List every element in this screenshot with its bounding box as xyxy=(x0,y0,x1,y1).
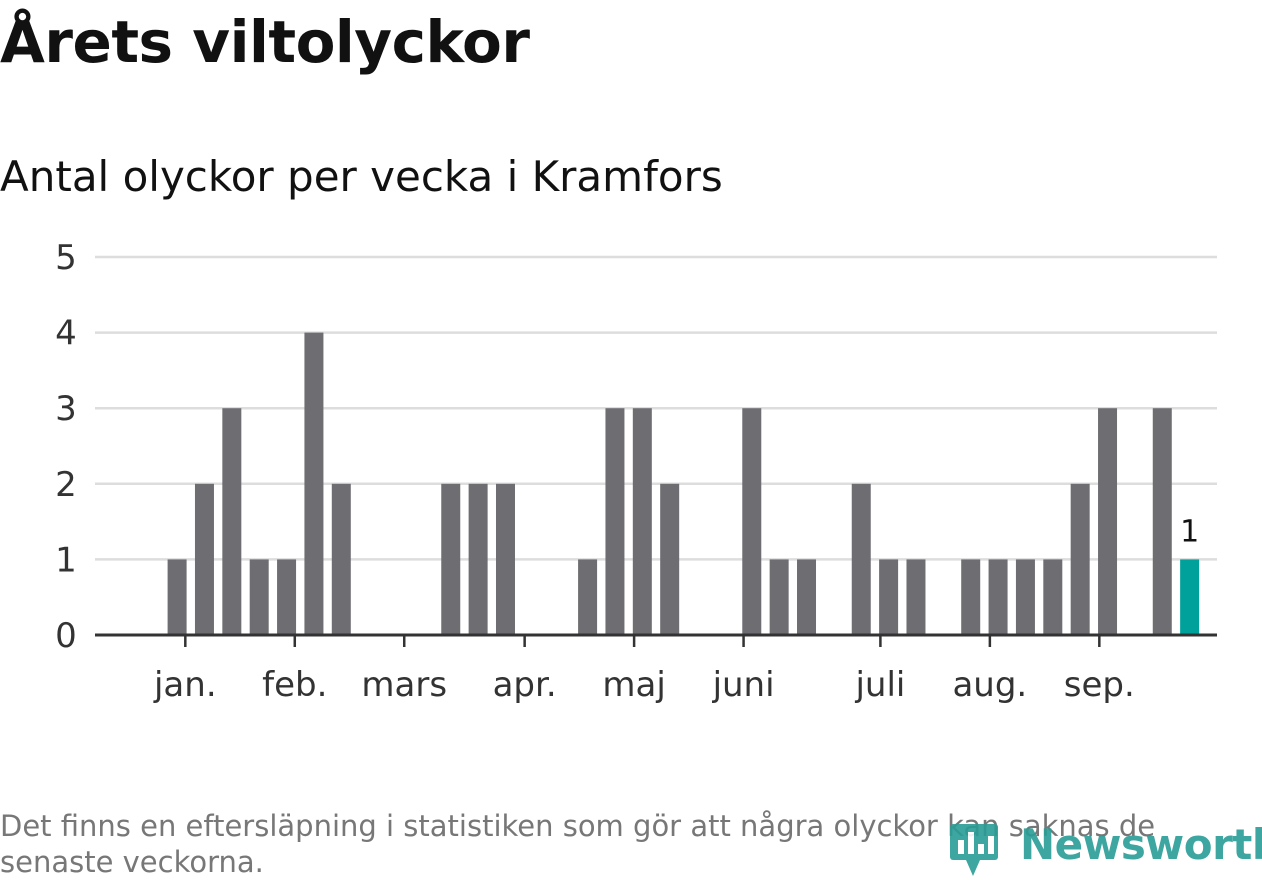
bar xyxy=(879,559,899,635)
x-tick-label: apr. xyxy=(493,665,557,705)
y-tick-label: 5 xyxy=(55,238,77,278)
bar xyxy=(1152,408,1172,635)
bar xyxy=(277,559,297,635)
x-tick-label: feb. xyxy=(262,665,327,705)
bar xyxy=(167,559,187,635)
bar xyxy=(468,483,488,635)
y-tick-label: 1 xyxy=(55,540,77,580)
bar xyxy=(1043,559,1063,635)
bar xyxy=(331,483,351,635)
bars xyxy=(167,332,1200,635)
bar xyxy=(632,408,652,635)
data-label: 1 xyxy=(1180,514,1199,549)
y-tick-label: 0 xyxy=(55,616,77,656)
x-axis-ticks: jan. feb. mars apr. maj juni juli aug. sep. xyxy=(153,635,1135,705)
data-labels: 1 xyxy=(1180,514,1199,549)
bar xyxy=(441,483,461,635)
x-tick-label: juli xyxy=(854,665,905,705)
bar xyxy=(1015,559,1035,635)
bar xyxy=(578,559,598,635)
bar xyxy=(222,408,242,635)
bar xyxy=(495,483,515,635)
y-axis-ticks: 0 1 2 3 4 5 xyxy=(55,238,77,656)
x-tick-label: sep. xyxy=(1064,665,1135,705)
bar xyxy=(249,559,269,635)
x-tick-label: maj xyxy=(602,665,665,705)
bar xyxy=(660,483,680,635)
y-tick-label: 3 xyxy=(55,389,77,429)
brand-name: Newsworthy xyxy=(1020,820,1262,869)
y-tick-label: 2 xyxy=(55,465,77,505)
bar xyxy=(1070,483,1090,635)
bar xyxy=(988,559,1008,635)
bar xyxy=(304,332,324,635)
y-tick-label: 4 xyxy=(55,314,77,354)
x-tick-label: jan. xyxy=(153,665,217,705)
bar xyxy=(797,559,817,635)
x-tick-label: aug. xyxy=(952,665,1027,705)
gridlines xyxy=(95,255,1217,561)
bar xyxy=(1098,408,1118,635)
bar xyxy=(906,559,926,635)
bar xyxy=(769,559,789,635)
bar xyxy=(605,408,625,635)
brand-logo: Newsworthy xyxy=(948,818,1262,878)
bar xyxy=(742,408,762,635)
chart-title: Årets viltolyckor xyxy=(0,8,530,76)
x-tick-label: mars xyxy=(361,665,447,705)
chart-subtitle: Antal olyckor per vecka i Kramfors xyxy=(0,152,723,201)
bar xyxy=(194,483,214,635)
bar-highlight xyxy=(1180,559,1200,635)
bar xyxy=(851,483,871,635)
bar xyxy=(961,559,981,635)
x-tick-label: juni xyxy=(712,665,775,705)
bar-chart: 0 1 2 3 4 5 1 jan. feb. mars apr. maj juni juli aug.… xyxy=(55,238,1217,705)
bar-chart-logo-icon xyxy=(950,824,998,876)
